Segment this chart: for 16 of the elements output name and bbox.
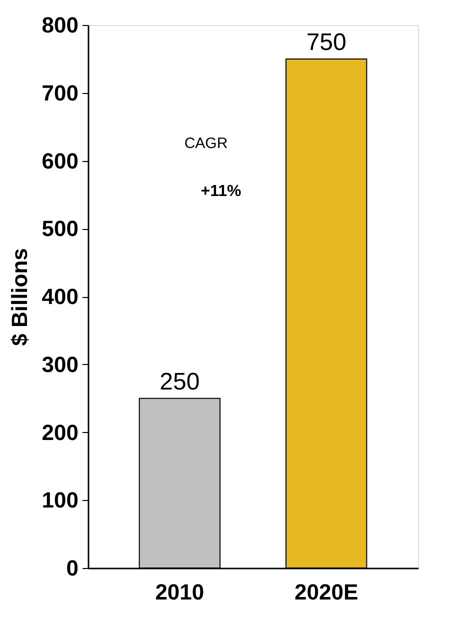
annotation: CAGR: [184, 135, 228, 152]
y-tick-label: 100: [42, 488, 78, 513]
data-label: 750: [306, 28, 346, 56]
y-tick-label: 0: [66, 556, 78, 580]
y-tick-label: 400: [42, 284, 78, 309]
x-tick-label: 2010: [155, 580, 204, 604]
y-axis-title: $ Billions: [6, 248, 32, 346]
y-tick-label: 700: [42, 80, 78, 106]
y-tick-label: 800: [42, 12, 78, 38]
x-tick-label: 2020E: [294, 580, 358, 604]
data-label: 250: [160, 368, 200, 396]
y-tick-label: 500: [42, 216, 78, 242]
y-tick-label: 600: [42, 148, 78, 174]
y-tick-label: 200: [42, 420, 78, 445]
annotation: +11%: [200, 183, 242, 200]
y-tick-label: 300: [42, 352, 78, 377]
